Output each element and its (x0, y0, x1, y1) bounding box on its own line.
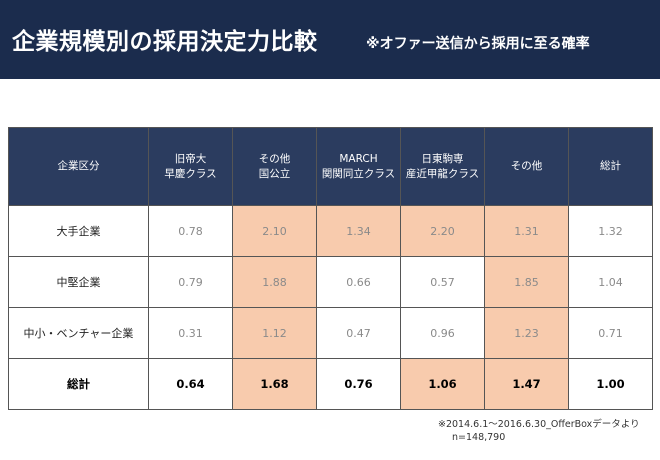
table-cell: 0.76 (316, 358, 401, 410)
column-header-line: 旧帝大 早慶クラス (164, 152, 217, 180)
table-cell: 1.31 (484, 205, 569, 257)
column-header: MARCH 関関同立クラス (316, 127, 401, 206)
table-cell: 1.23 (484, 307, 569, 359)
table-cell: 1.12 (232, 307, 317, 359)
column-header: 旧帝大 早慶クラス (148, 127, 233, 206)
row-label: 大手企業 (8, 205, 149, 257)
title-banner: 企業規模別の採用決定力比較 ※オファー送信から採用に至る確率 (0, 0, 660, 79)
row-label: 中堅企業 (8, 256, 149, 308)
table-row: 中堅企業 0.79 1.88 0.66 0.57 1.85 1.04 (8, 256, 653, 308)
table-cell: 0.64 (148, 358, 233, 410)
column-header: 企業区分 (8, 127, 149, 206)
column-header-line: その他 国公立 (258, 152, 291, 180)
table-cell: 2.20 (400, 205, 485, 257)
column-header-line: MARCH 関関同立クラス (321, 152, 396, 180)
table-cell: 0.47 (316, 307, 401, 359)
comparison-table: 企業区分 旧帝大 早慶クラス その他 国公立 MARCH 関関同立クラス 日東駒専 産近… (8, 127, 653, 410)
table-cell: 0.71 (568, 307, 653, 359)
column-header: 日東駒専 産近甲龍クラス (400, 127, 485, 206)
table-cell: 0.78 (148, 205, 233, 257)
page-title: 企業規模別の採用決定力比較 (12, 29, 318, 55)
table-cell: 2.10 (232, 205, 317, 257)
footnote-sample-size: n=148,790 (452, 432, 506, 443)
table-cell: 1.85 (484, 256, 569, 308)
table-cell: 1.04 (568, 256, 653, 308)
column-header-line: 日東駒専 産近甲龍クラス (405, 152, 480, 180)
column-header: 総計 (568, 127, 653, 206)
table-row: 総計 0.64 1.68 0.76 1.06 1.47 1.00 (8, 358, 653, 410)
row-label: 中小・ベンチャー企業 (8, 307, 149, 359)
table-cell: 0.31 (148, 307, 233, 359)
table-header-row: 企業区分 旧帝大 早慶クラス その他 国公立 MARCH 関関同立クラス 日東駒専 産近… (8, 127, 653, 206)
table-cell: 0.96 (400, 307, 485, 359)
table-cell: 1.68 (232, 358, 317, 410)
table-cell: 1.32 (568, 205, 653, 257)
table-cell: 1.34 (316, 205, 401, 257)
column-header: その他 (484, 127, 569, 206)
table-cell: 0.79 (148, 256, 233, 308)
row-label: 総計 (8, 358, 149, 410)
table-cell: 1.88 (232, 256, 317, 308)
footnote-source: ※2014.6.1〜2016.6.30_OfferBoxデータより (438, 419, 640, 430)
table-cell: 0.66 (316, 256, 401, 308)
table-cell: 1.47 (484, 358, 569, 410)
table-cell: 0.57 (400, 256, 485, 308)
table-cell: 1.06 (400, 358, 485, 410)
table-row: 大手企業 0.78 2.10 1.34 2.20 1.31 1.32 (8, 205, 653, 257)
table-cell: 1.00 (568, 358, 653, 410)
footnote: ※2014.6.1〜2016.6.30_OfferBoxデータより n=148,… (438, 418, 640, 444)
page-subtitle: ※オファー送信から採用に至る確率 (366, 36, 590, 52)
column-header: その他 国公立 (232, 127, 317, 206)
table-row: 中小・ベンチャー企業 0.31 1.12 0.47 0.96 1.23 0.71 (8, 307, 653, 359)
